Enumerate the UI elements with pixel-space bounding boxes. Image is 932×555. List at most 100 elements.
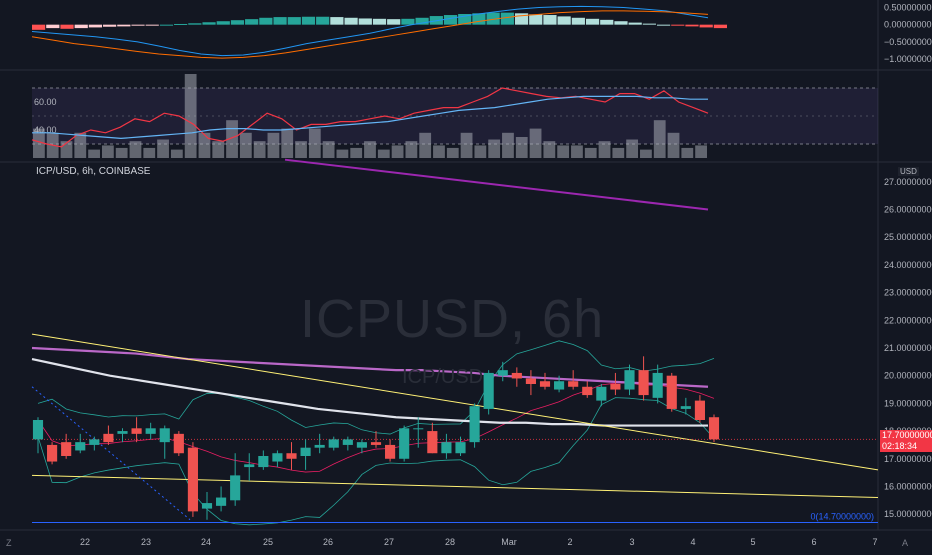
time-tick-label: 25 xyxy=(263,537,273,547)
volume-bar xyxy=(460,132,473,158)
candle-body xyxy=(173,433,184,454)
macd-signal-line xyxy=(31,10,709,59)
macd-histogram-bar xyxy=(543,15,557,25)
candle-body xyxy=(61,442,72,456)
volume-bar xyxy=(681,147,694,158)
volume-bar xyxy=(695,145,707,158)
macd-line xyxy=(31,5,709,57)
macd-tick-label: −1.00000000 xyxy=(884,54,932,64)
candle-body xyxy=(244,464,255,468)
candle-body xyxy=(258,456,269,468)
macd-histogram-bar xyxy=(571,17,585,25)
candle-body xyxy=(300,447,311,456)
macd-histogram-bar xyxy=(230,20,245,25)
symbol-label[interactable]: ICP/USD, 6h, COINBASE xyxy=(36,166,151,177)
macd-histogram-bar xyxy=(145,24,159,26)
volume-bar xyxy=(143,147,156,158)
macd-histogram-bar xyxy=(713,24,727,29)
candle-body xyxy=(694,400,705,420)
candle-body xyxy=(216,497,227,506)
trendline-lower xyxy=(31,474,879,499)
macd-histogram-bar xyxy=(330,17,344,25)
macd-histogram-bar xyxy=(117,24,131,27)
macd-histogram-bar xyxy=(188,23,202,25)
axis-left-icon[interactable]: Z xyxy=(6,538,12,548)
candle-body xyxy=(441,442,452,454)
time-tick-label: 7 xyxy=(872,537,877,547)
candle-body xyxy=(413,428,424,430)
volume-bar xyxy=(322,141,335,158)
volume-bar xyxy=(488,139,501,158)
macd-histogram-bar xyxy=(74,24,88,29)
volume-bar xyxy=(653,120,666,158)
candle-body xyxy=(131,428,142,434)
candle-body xyxy=(554,381,565,390)
macd-histogram-bar xyxy=(401,18,415,25)
candle-body xyxy=(47,444,58,462)
macd-histogram-bar xyxy=(301,16,316,25)
candle-body xyxy=(455,442,466,454)
macd-tick-label: 0.50000000 xyxy=(884,2,932,12)
price-tick-label: 26.00000000 xyxy=(884,205,932,215)
candle-body xyxy=(511,372,522,379)
macd-histogram-bar xyxy=(60,24,74,29)
volume-bar xyxy=(419,132,432,158)
macd-histogram-bar xyxy=(685,24,699,27)
volume-bar xyxy=(502,132,514,158)
trendline-purple xyxy=(284,158,709,211)
macd-histogram-bar xyxy=(656,24,671,26)
candle-body xyxy=(596,386,607,401)
macd-histogram-bar xyxy=(500,12,514,25)
candle-body xyxy=(286,453,297,459)
rsi-tick-label: 60.00 xyxy=(34,97,57,107)
volume-bar xyxy=(157,139,169,158)
macd-histogram-bar xyxy=(273,17,287,25)
volume-bar xyxy=(433,145,445,158)
volume-bar xyxy=(640,149,652,158)
volume-bar xyxy=(667,132,680,158)
candle-body xyxy=(328,439,339,448)
countdown: 02:18:34 xyxy=(882,441,918,451)
volume-bar xyxy=(571,145,583,158)
candle-body xyxy=(187,447,198,512)
volume-bar xyxy=(129,141,142,158)
volume-bar xyxy=(336,149,349,158)
volume-bar xyxy=(405,141,418,158)
macd-histogram-bar xyxy=(316,16,330,25)
time-tick-label: 3 xyxy=(629,537,634,547)
candle-body xyxy=(483,372,494,409)
macd-histogram-bar xyxy=(103,24,117,27)
candle-body xyxy=(525,378,536,384)
axis-auto-icon[interactable]: A xyxy=(902,538,909,548)
volume-bar xyxy=(598,141,611,158)
macd-histogram-bar xyxy=(259,17,273,25)
candle-body xyxy=(708,417,720,440)
price-tick-label: 23.00000000 xyxy=(884,288,932,298)
volume-bar xyxy=(350,147,363,158)
macd-histogram-bar xyxy=(514,13,529,25)
volume-bar xyxy=(253,141,266,158)
ma-white-line xyxy=(31,358,708,427)
candle-body xyxy=(497,370,508,376)
volume-bar xyxy=(295,141,307,158)
rsi-tick-label: 40.00 xyxy=(34,125,57,135)
macd-histogram-bar xyxy=(358,18,372,25)
macd-histogram-bar xyxy=(216,21,230,25)
volume-bar xyxy=(33,128,45,158)
candle-body xyxy=(568,381,579,387)
candle-body xyxy=(385,444,396,459)
volume-bar xyxy=(446,147,459,158)
macd-histogram-bar xyxy=(671,24,685,26)
macd-histogram-bar xyxy=(642,23,656,25)
macd-histogram-bar xyxy=(458,13,472,25)
candle-body xyxy=(610,384,621,390)
volume-bar xyxy=(74,132,87,158)
last-price-tag: 17.70000000 02:18:34 xyxy=(880,430,932,452)
macd-histogram-bar xyxy=(557,16,571,25)
candle-body xyxy=(145,428,156,434)
volume-bar xyxy=(212,141,225,158)
last-price: 17.70000000 xyxy=(882,430,932,440)
